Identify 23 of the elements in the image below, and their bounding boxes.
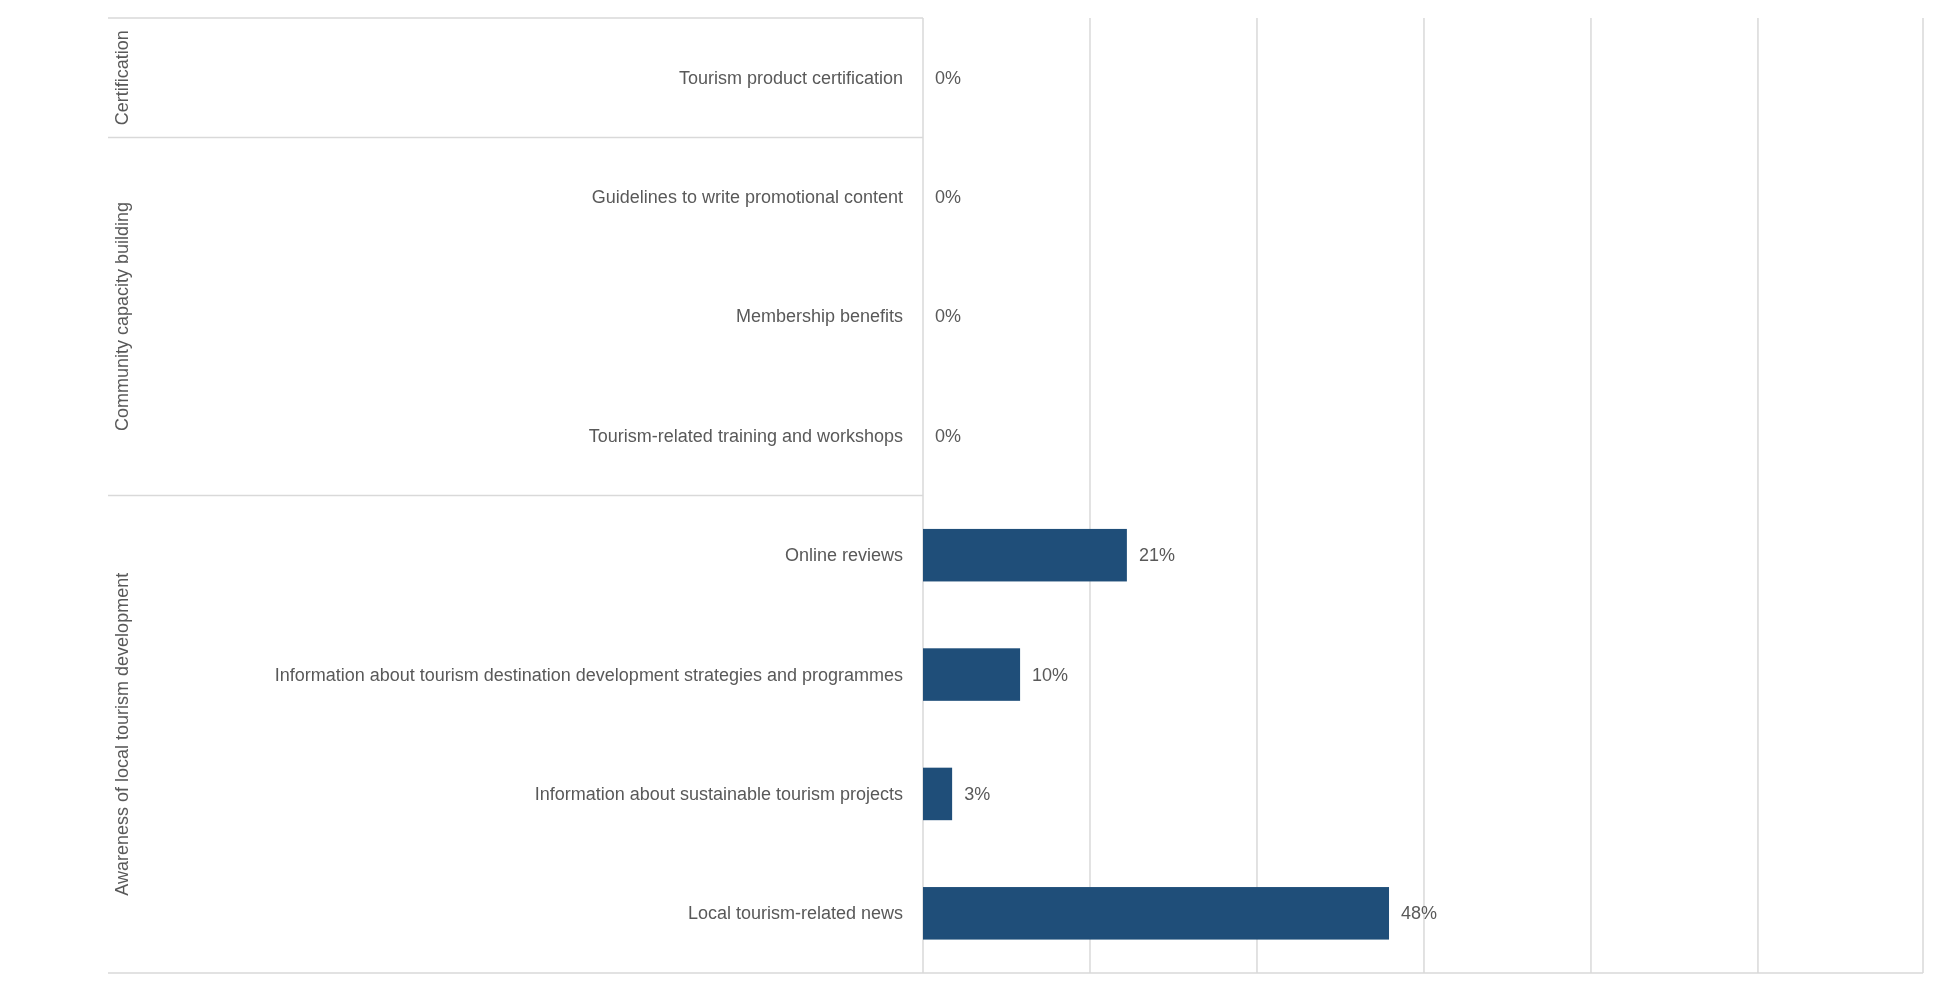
y-tick-label: Guidelines to write promotional content (591, 187, 903, 208)
bar (923, 648, 1021, 701)
text: Community capacity building (112, 201, 132, 431)
y-tick-label: Online reviews (784, 545, 903, 566)
bar (923, 528, 1127, 582)
bar (923, 887, 1390, 940)
y-tick-label: Information about tourism destination development strategies and programmes (274, 664, 903, 685)
data-label: 48% (1401, 903, 1438, 924)
data-label: 10% (1032, 664, 1069, 685)
data-label: 0% (935, 425, 962, 446)
text: Awareness of local tourism development (112, 572, 132, 896)
y-tick-label: Tourism product certification (678, 67, 903, 88)
text: Certification (112, 30, 132, 126)
data-label: 0% (935, 187, 962, 208)
data-label: 21% (1138, 545, 1175, 566)
bar (923, 767, 953, 821)
y-tick-label: Membership benefits (735, 306, 903, 327)
data-label: 3% (964, 783, 991, 804)
data-label: 0% (935, 67, 962, 88)
y-tick-label: Local tourism-related news (687, 903, 903, 924)
y-tick-label: Information about sustainable tourism projects (534, 783, 903, 804)
y-tick-label: Tourism-related training and workshops (588, 425, 903, 446)
data-label: 0% (935, 306, 962, 327)
